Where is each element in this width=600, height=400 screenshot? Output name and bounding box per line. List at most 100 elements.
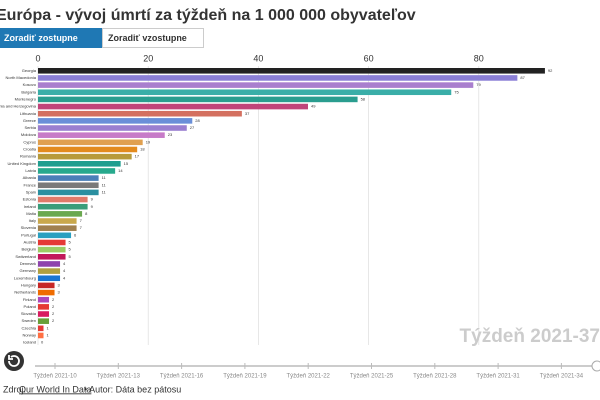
value-label: 9	[91, 197, 94, 202]
category-label: Malta	[26, 211, 37, 216]
play-button[interactable]	[4, 351, 24, 371]
category-label: Ireland	[24, 204, 36, 209]
value-label: 7	[80, 218, 83, 223]
value-label: 27	[190, 125, 195, 130]
bar	[38, 153, 132, 160]
timeline-label: Týždeň 2021-16	[160, 374, 204, 380]
bar	[38, 246, 66, 253]
bar	[38, 261, 61, 267]
value-label: 11	[102, 182, 107, 187]
timeline-handle[interactable]	[591, 360, 600, 372]
category-label: Netherlands	[14, 290, 36, 295]
footer-prefix: Zdroj:	[3, 384, 26, 394]
value-label: 5	[69, 240, 72, 245]
bar	[38, 275, 61, 282]
bar	[38, 118, 193, 124]
value-label: 7	[80, 225, 83, 230]
value-label: 4	[63, 275, 66, 280]
timeline-label: Týždeň 2021-10	[33, 374, 77, 380]
value-label: 11	[102, 175, 107, 180]
bar	[38, 182, 99, 189]
bar	[38, 211, 83, 217]
category-label: Italy	[29, 218, 36, 223]
category-label: Estonia	[23, 197, 37, 202]
bar	[38, 196, 88, 203]
value-label: 6	[74, 232, 77, 237]
category-label: Cyprus	[23, 139, 36, 144]
bar	[38, 232, 72, 239]
category-label: Iceland	[23, 340, 36, 345]
category-label: Lithuania	[20, 111, 37, 116]
chart-title: Európa - vývoj úmrtí za týždeň na 1 000 …	[0, 7, 416, 24]
source-link[interactable]: Our World In Data	[19, 384, 91, 394]
value-label: 14	[118, 168, 123, 173]
value-label: 23	[168, 132, 173, 137]
bar	[38, 282, 55, 289]
replay-icon[interactable]	[8, 355, 20, 367]
bar	[38, 139, 143, 146]
value-label: 2	[52, 297, 55, 302]
category-label: Austria	[24, 240, 37, 245]
bar	[38, 304, 50, 310]
sort-desc-button[interactable]	[0, 28, 102, 48]
category-label: Spain	[26, 189, 36, 194]
bar	[38, 311, 50, 317]
category-label: Georgia	[22, 68, 37, 73]
category-label: Denmark	[20, 261, 36, 266]
category-label: Sweden	[22, 318, 36, 323]
bar	[38, 225, 77, 231]
value-label: 37	[245, 111, 250, 116]
category-label: Finland	[23, 297, 36, 302]
value-label: 2	[52, 311, 55, 316]
sort-desc-label[interactable]: Zoradiť zostupne	[4, 33, 78, 43]
value-label: 15	[124, 161, 129, 166]
category-label: Moldova	[21, 132, 37, 137]
bar	[38, 332, 44, 339]
category-label: Hungary	[21, 282, 36, 287]
bar	[38, 289, 55, 296]
value-label: 5	[69, 254, 72, 259]
bar	[38, 82, 474, 88]
category-label: France	[24, 182, 37, 187]
category-label: Luxembourg	[14, 275, 36, 280]
x-tick-label: 20	[143, 53, 153, 63]
category-label: Poland	[24, 304, 36, 309]
category-label: Albania	[23, 175, 37, 180]
bar	[38, 325, 44, 332]
category-label: Switzerland	[15, 254, 36, 259]
value-label: 3	[58, 290, 61, 295]
bar	[38, 110, 242, 117]
category-label: Bulgaria	[21, 89, 36, 94]
category-label: Czechia	[22, 325, 37, 330]
value-label: 8	[85, 211, 88, 216]
value-label: 75	[454, 89, 459, 94]
bar	[38, 75, 518, 81]
category-label: Portugal	[21, 232, 36, 237]
value-label: 11	[102, 189, 107, 194]
timeline-label: Týždeň 2021-13	[97, 374, 141, 380]
x-tick-label: 60	[364, 53, 374, 63]
value-label: 92	[548, 68, 553, 73]
category-label: Germany	[20, 268, 36, 273]
timeline-label: Týždeň 2021-25	[350, 374, 394, 380]
sort-asc-label[interactable]: Zoradiť vzostupne	[108, 33, 187, 43]
category-label: Romania	[20, 154, 37, 159]
category-label: Norway	[22, 333, 36, 338]
value-label: 1	[47, 325, 50, 330]
sort-asc-button[interactable]	[102, 28, 204, 48]
category-label: North Macedonia	[6, 75, 37, 80]
category-label: Slovenia	[21, 225, 37, 230]
bar	[38, 146, 138, 153]
value-label: 1	[47, 333, 50, 338]
value-label: 9	[91, 204, 94, 209]
bar	[38, 254, 66, 260]
timeline-label: Týždeň 2021-31	[476, 374, 520, 380]
value-label: 28	[195, 118, 200, 123]
value-label: 19	[146, 139, 151, 144]
category-label: Bosnia and Herzegovina	[0, 104, 37, 109]
value-label: 4	[63, 268, 66, 273]
bar	[38, 168, 116, 174]
value-label: 58	[361, 96, 366, 101]
timeline-label: Týždeň 2021-34	[540, 374, 584, 380]
